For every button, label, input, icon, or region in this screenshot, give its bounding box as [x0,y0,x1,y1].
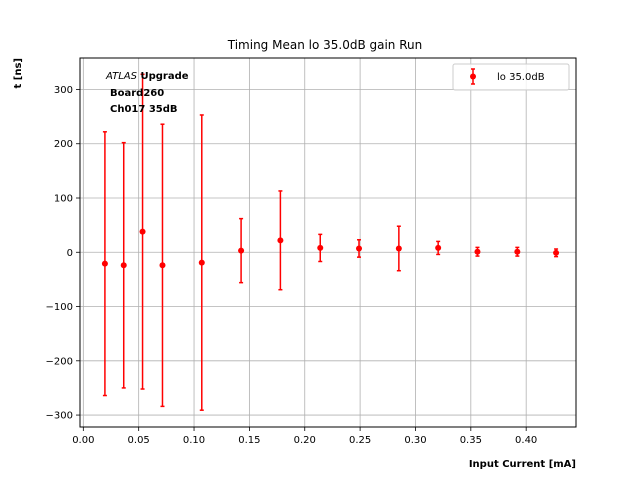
x-tick-label: 0.10 [183,435,205,446]
data-marker [356,245,362,252]
data-point [317,233,324,263]
x-tick-label: 0.00 [72,435,94,446]
data-marker [474,248,481,255]
annotation-line-2: Board260 [110,88,164,99]
y-tick-label: −200 [46,356,73,367]
y-tick-label: 0 [67,248,73,259]
data-point [514,246,521,257]
data-point [159,123,166,408]
annotation-upgrade: Upgrade [140,71,188,82]
x-tick-label: 0.40 [515,435,537,446]
x-tick-label: 0.15 [238,435,260,446]
x-tick-label: 0.35 [460,435,482,446]
x-axis-label: Input Current [mA] [469,459,576,470]
data-point [198,114,205,411]
data-marker [198,259,205,266]
data-marker [159,262,166,269]
annotation-line-1: ATLAS Upgrade [105,71,189,82]
plot-area-frame [79,57,577,428]
grid [80,58,576,427]
x-tick-label: 0.30 [404,435,426,446]
y-tick-label: 100 [54,194,73,205]
data-marker [101,260,108,267]
y-tick-label: 200 [54,139,73,150]
x-tick-label: 0.05 [128,435,150,446]
y-tick-label: 300 [54,85,73,96]
data-series [101,73,560,411]
annotation-atlas: ATLAS [105,71,138,82]
data-point [435,240,442,256]
legend: lo 35.0dB [452,63,570,91]
data-point [120,141,127,389]
data-point [474,246,481,257]
data-marker [514,248,521,255]
chart-title: Timing Mean lo 35.0dB gain Run [227,38,422,52]
data-marker [139,228,146,235]
annotation-line-3: Ch017 35dB [110,104,178,115]
data-marker [317,244,324,251]
y-tick-label: −300 [46,411,73,422]
data-point [395,225,402,272]
legend-marker [470,73,476,80]
data-marker [395,245,402,252]
data-point [277,190,284,291]
y-axis-label: t [ns] [13,58,24,88]
data-point [139,73,146,390]
x-tick-label: 0.20 [294,435,316,446]
axis-ticks: 0.00 0.05 0.10 0.15 0.20 0.25 0.30 0.35 0.40 −300… [46,85,538,446]
data-marker [277,237,284,244]
x-tick-label: 0.25 [349,435,371,446]
data-marker [435,244,442,251]
atlas-annotation: ATLAS Upgrade Board260 Ch017 35dB [105,71,189,115]
data-point [356,239,362,258]
data-marker [553,249,560,256]
data-marker [238,247,245,254]
data-marker [120,262,127,269]
data-point [101,131,108,397]
legend-label: lo 35.0dB [497,72,545,83]
legend-box [452,63,570,91]
y-tick-label: −100 [46,302,73,313]
data-point [553,248,560,258]
data-point [238,217,245,284]
